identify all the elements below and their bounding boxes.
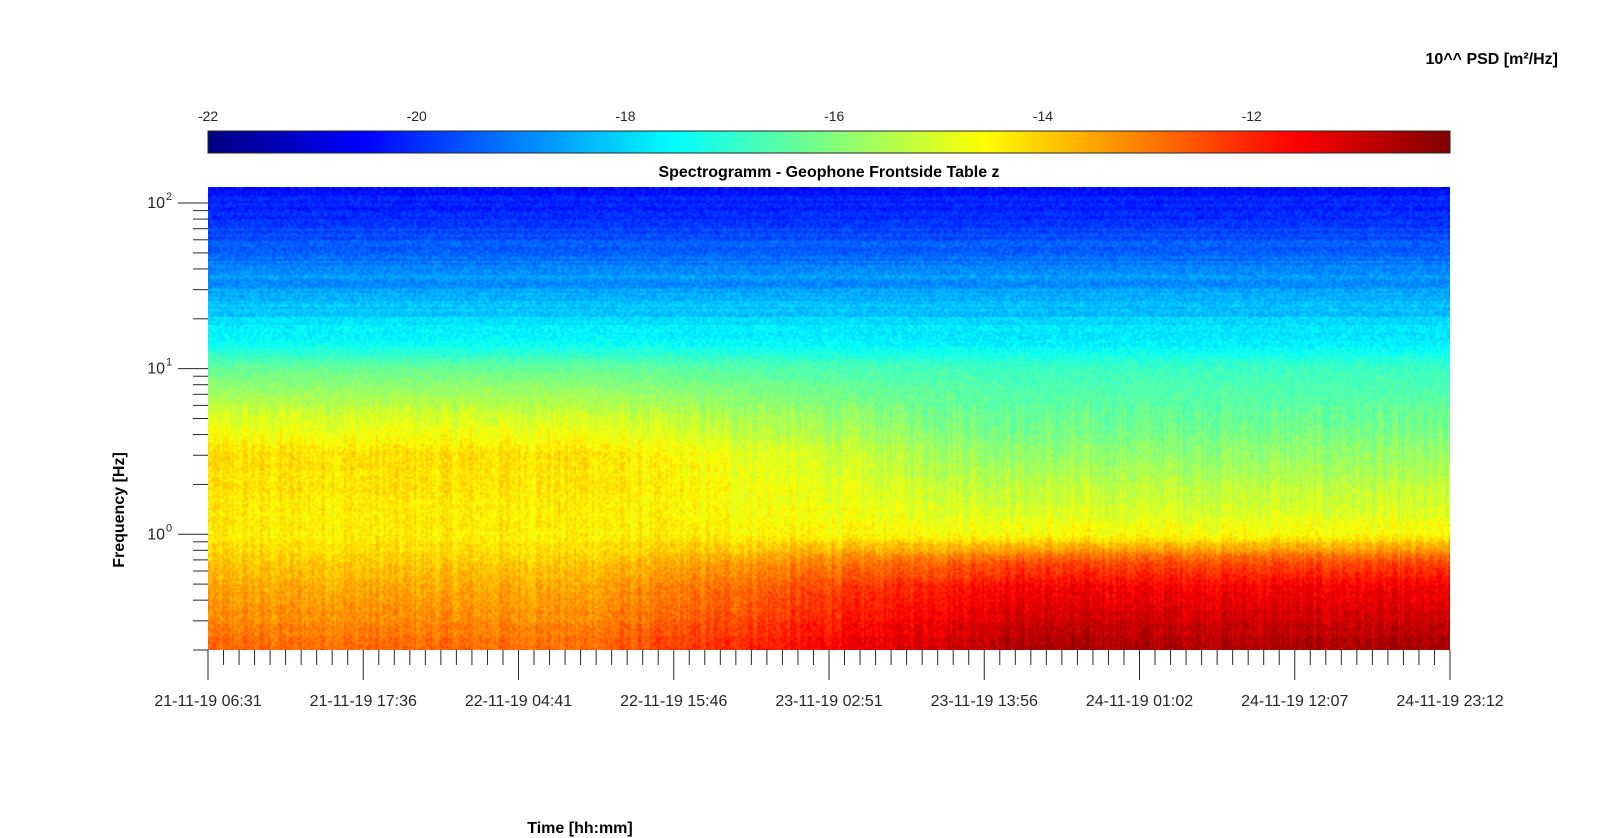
x-tick-label: 24-11-19 12:07	[1241, 693, 1348, 710]
x-tick-label: 21-11-19 17:36	[310, 693, 417, 710]
colorbar-tick-label: -18	[615, 108, 635, 124]
x-tick-label: 21-11-19 06:31	[154, 693, 261, 710]
x-tick-label: 22-11-19 04:41	[465, 693, 572, 710]
x-axis: 21-11-19 06:31 21-11-19 17:36 22-11-19 04:…	[154, 650, 1504, 710]
y-axis-label: Frequency [Hz]	[111, 452, 128, 568]
x-tick-label: 23-11-19 02:51	[775, 693, 882, 710]
colorbar	[207, 130, 1451, 154]
x-tick-label: 24-11-19 23:12	[1396, 693, 1503, 710]
colorbar-tick-label: -22	[198, 108, 218, 124]
x-tick-label: 23-11-19 13:56	[931, 693, 1038, 710]
colorbar-tick-label: -20	[407, 108, 427, 124]
x-tick-label: 22-11-19 15:46	[620, 693, 727, 710]
spectrogram-heatmap	[208, 187, 1450, 650]
colorbar-tick-label: -14	[1033, 108, 1053, 124]
colorbar-ticks: -22 -20 -18 -16 -14 -12	[198, 108, 1262, 139]
y-tick-label: 10	[147, 195, 165, 212]
colorbar-tick-label: -16	[824, 108, 844, 124]
y-tick-label: 10	[147, 526, 165, 543]
y-tick-label: 10	[147, 361, 165, 378]
y-tick-exponent: 1	[166, 357, 172, 369]
x-axis-label: Time [hh:mm]	[527, 820, 632, 837]
colorbar-label: 10^^ PSD [m²/Hz]	[1426, 51, 1558, 68]
colorbar-tick-label: -12	[1242, 108, 1262, 124]
y-tick-exponent: 2	[166, 191, 172, 203]
x-tick-label: 24-11-19 01:02	[1086, 693, 1193, 710]
chart-title: Spectrogramm - Geophone Frontside Table …	[658, 164, 999, 181]
y-tick-exponent: 0	[166, 522, 172, 534]
